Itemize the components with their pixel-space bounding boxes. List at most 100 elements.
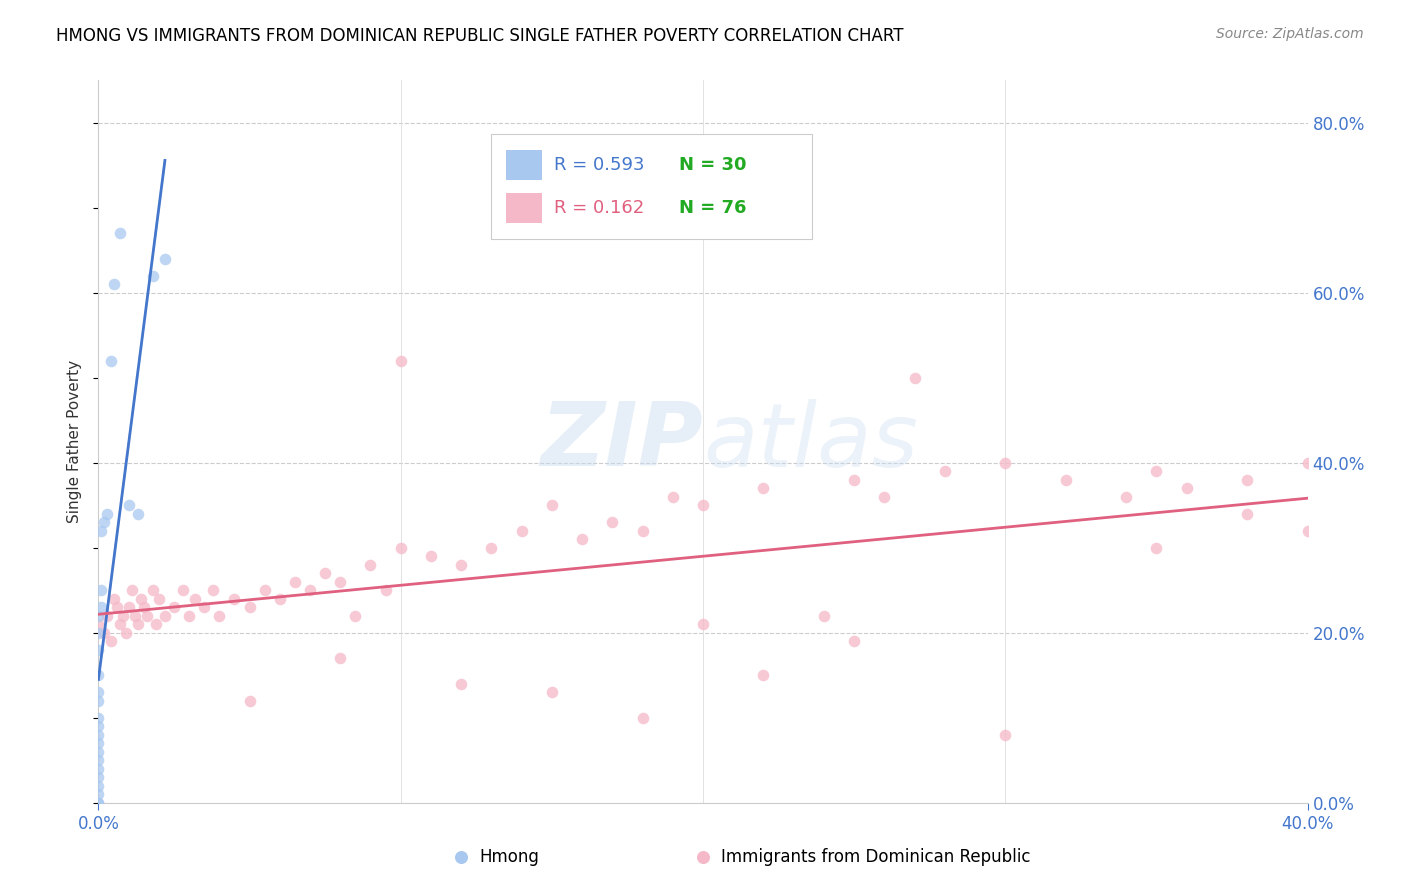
FancyBboxPatch shape [492,135,811,239]
Point [127,507,149,521]
Text: HMONG VS IMMIGRANTS FROM DOMINICAN REPUBLIC SINGLE FATHER POVERTY CORRELATION CH: HMONG VS IMMIGRANTS FROM DOMINICAN REPUB… [56,27,904,45]
Point [994,859,1017,873]
Point [571,533,593,547]
Y-axis label: Single Father Poverty: Single Father Poverty [67,360,83,523]
Point [87,779,110,793]
Point [1236,507,1258,521]
Text: N = 30: N = 30 [679,156,747,174]
Point [269,591,291,606]
Point [692,498,714,512]
Point [145,617,167,632]
Point [994,728,1017,742]
Point [374,583,396,598]
Point [299,583,322,598]
Point [87,753,110,767]
Text: atlas: atlas [703,399,918,484]
Point [1115,490,1137,504]
Point [87,796,110,810]
Point [450,677,472,691]
Point [93,516,115,530]
Point [163,600,186,615]
Point [172,583,194,598]
Point [87,762,110,776]
FancyBboxPatch shape [506,193,543,223]
Point [1296,456,1319,470]
Point [224,591,246,606]
Point [239,694,262,708]
Point [153,252,176,266]
Point [108,617,131,632]
Point [87,796,110,810]
Point [108,227,131,241]
Point [87,770,110,784]
Point [360,558,382,572]
Point [540,685,562,699]
Point [93,625,115,640]
Point [208,608,231,623]
Text: ZIP: ZIP [540,398,703,485]
Text: N = 76: N = 76 [679,199,747,217]
Point [87,617,110,632]
Point [344,608,367,623]
Point [1144,541,1167,555]
Point [904,371,927,385]
Point [934,464,956,478]
Point [148,591,170,606]
Point [124,608,146,623]
Point [87,668,110,682]
Point [510,524,533,538]
Point [87,787,110,801]
Point [179,608,201,623]
Point [114,625,136,640]
Point [135,608,157,623]
Point [87,625,110,640]
Point [284,574,307,589]
Point [602,516,624,530]
Point [103,277,125,292]
Point [103,591,125,606]
Point [329,574,352,589]
Point [90,600,112,615]
Point [142,268,165,283]
Point [87,694,110,708]
Point [87,608,110,623]
Point [420,549,443,564]
Text: R = 0.162: R = 0.162 [554,199,644,217]
Point [844,473,866,487]
Point [193,600,215,615]
Point [661,490,683,504]
Point [1357,566,1379,581]
Point [202,583,225,598]
Point [692,617,714,632]
Text: Hmong: Hmong [479,848,538,866]
Point [132,600,155,615]
Point [87,642,110,657]
Point [752,668,775,682]
Point [96,608,118,623]
Point [87,719,110,733]
Point [239,600,262,615]
Point [813,608,835,623]
Point [389,541,412,555]
Point [752,481,775,495]
Point [96,507,118,521]
Point [481,541,503,555]
Point [844,634,866,648]
Point [631,711,654,725]
Point [153,608,176,623]
Point [111,608,134,623]
Point [87,711,110,725]
FancyBboxPatch shape [506,150,543,180]
Point [87,728,110,742]
Point [127,617,149,632]
Point [329,651,352,665]
Text: Immigrants from Dominican Republic: Immigrants from Dominican Republic [721,848,1031,866]
Point [129,591,152,606]
Point [142,583,165,598]
Point [1175,481,1198,495]
Point [87,745,110,759]
Point [450,558,472,572]
Point [87,685,110,699]
Point [1054,473,1077,487]
Point [389,353,412,368]
